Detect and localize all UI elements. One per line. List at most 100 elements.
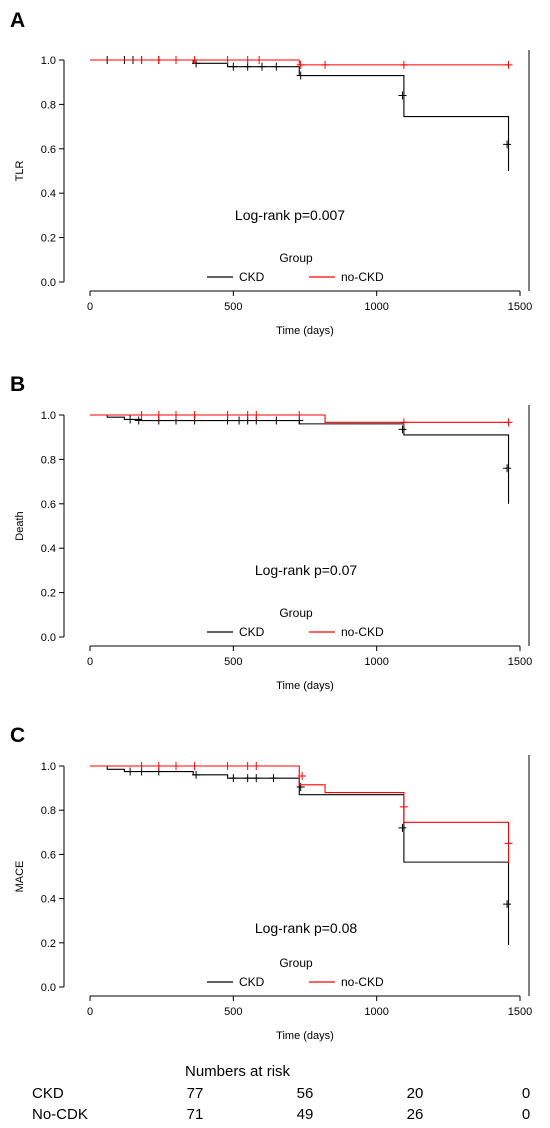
censor-mark <box>295 411 304 419</box>
series-line-ckd <box>90 59 510 171</box>
censor-mark <box>126 767 135 776</box>
series-line-ckd <box>90 414 510 504</box>
censor-mark <box>229 62 238 71</box>
log-rank-annotation: Log-rank p=0.07 <box>255 562 358 578</box>
censor-mark <box>296 71 305 80</box>
legend-entry-no-ckd: no-CKD <box>341 270 384 284</box>
censor-mark <box>243 762 252 770</box>
censor-mark <box>503 140 512 149</box>
x-tick-label: 0 <box>87 656 93 668</box>
censor-mark <box>255 56 264 64</box>
x-tick-label: 0 <box>87 1006 93 1018</box>
series-line-ckd <box>90 765 510 946</box>
x-tick-label: 1500 <box>508 301 532 313</box>
censor-mark <box>223 762 232 770</box>
censor-mark <box>398 823 407 832</box>
y-tick-label: 0.2 <box>41 588 56 600</box>
legend-title: Group <box>279 606 313 620</box>
risk-value: 0 <box>522 1106 530 1123</box>
y-axis-label: TLR <box>14 161 26 182</box>
censor-mark <box>398 91 407 100</box>
censor-mark <box>154 56 163 64</box>
y-tick-label: 0.2 <box>41 233 56 245</box>
y-tick-label: 0.0 <box>41 982 56 994</box>
x-tick-label: 1500 <box>508 656 532 668</box>
series-line-no-ckd <box>90 414 509 423</box>
x-tick-label: 500 <box>224 301 242 313</box>
y-tick-label: 0.4 <box>41 894 56 906</box>
x-tick-label: 1000 <box>364 301 388 313</box>
censor-mark <box>190 56 199 64</box>
censor-mark <box>223 56 232 64</box>
censor-mark <box>154 762 163 770</box>
log-rank-annotation: Log-rank p=0.08 <box>255 920 358 936</box>
panel-c: C 0.0 0.2 0.4 0.6 0.8 1.0 0 500 1000 1500 Time (day… <box>10 724 532 1042</box>
censor-mark <box>272 62 281 71</box>
censor-mark <box>190 762 199 770</box>
censor-mark <box>504 839 513 848</box>
censor-mark <box>243 56 252 64</box>
y-tick-label: 1.0 <box>41 761 56 773</box>
censor-mark <box>243 411 252 419</box>
censor-mark <box>503 900 512 909</box>
censor-mark <box>192 770 201 779</box>
risk-value: 71 <box>187 1106 204 1123</box>
censor-mark <box>172 762 180 770</box>
censor-mark <box>154 411 163 419</box>
x-tick-label: 1000 <box>364 656 388 668</box>
series-line-no-ckd <box>90 59 509 66</box>
risk-value: 77 <box>187 1085 204 1102</box>
censor-mark <box>134 416 143 425</box>
risk-value: 49 <box>297 1106 314 1123</box>
censor-mark <box>172 56 180 64</box>
y-tick-label: 0.8 <box>41 99 56 111</box>
panel-letter: A <box>10 9 25 32</box>
censor-mark <box>399 60 408 69</box>
censor-mark <box>252 762 261 770</box>
censor-mark <box>269 774 278 783</box>
censor-mark <box>137 762 146 770</box>
y-axis-label: Death <box>14 511 26 540</box>
censor-mark <box>321 60 330 69</box>
y-tick-label: 0.8 <box>41 805 56 817</box>
risk-value: 56 <box>297 1085 314 1102</box>
censor-mark <box>137 411 146 419</box>
y-tick-label: 1.0 <box>41 410 56 422</box>
legend-entry-ckd: CKD <box>239 975 265 989</box>
censor-mark <box>137 56 146 64</box>
censor-mark <box>243 774 252 783</box>
censor-mark <box>504 60 513 69</box>
censor-mark <box>504 418 513 427</box>
risk-table: Numbers at risk CKD 77 56 20 0 No-CDK 71 49 26 0 <box>32 1063 530 1123</box>
y-tick-label: 0.4 <box>41 543 56 555</box>
censor-mark <box>192 59 201 68</box>
censor-mark <box>172 411 180 419</box>
x-tick-label: 500 <box>224 1006 242 1018</box>
risk-row-label: CKD <box>32 1085 64 1102</box>
risk-row-label: No-CDK <box>32 1106 88 1123</box>
panel-b: B 0.0 0.2 0.4 0.6 0.8 1.0 0 500 1000 1500 Time (day… <box>10 373 532 692</box>
x-tick-label: 500 <box>224 656 242 668</box>
series-line-no-ckd <box>90 765 510 864</box>
censor-mark <box>272 416 281 425</box>
panel-a: A 0.0 0.2 0.4 0.6 0.8 1.0 0 500 1000 1500 Time (day… <box>10 9 532 337</box>
y-tick-label: 0.4 <box>41 188 56 200</box>
y-tick-label: 0.6 <box>41 849 56 861</box>
risk-value: 26 <box>407 1106 424 1123</box>
risk-table-title: Numbers at risk <box>185 1063 291 1080</box>
censor-mark <box>252 774 261 783</box>
censor-mark <box>503 464 512 473</box>
legend-title: Group <box>279 251 313 265</box>
censor-mark <box>229 774 238 783</box>
censor-mark <box>399 418 408 427</box>
y-axis-label: MACE <box>14 861 26 893</box>
y-tick-label: 0.0 <box>41 632 56 644</box>
x-tick-label: 0 <box>87 301 93 313</box>
censor-mark <box>190 411 199 419</box>
censor-mark <box>296 60 305 69</box>
x-tick-label: 1500 <box>508 1006 532 1018</box>
censor-mark <box>298 771 307 780</box>
x-tick-label: 1000 <box>364 1006 388 1018</box>
panel-letter: C <box>10 724 25 747</box>
panel-letter: B <box>10 373 25 396</box>
